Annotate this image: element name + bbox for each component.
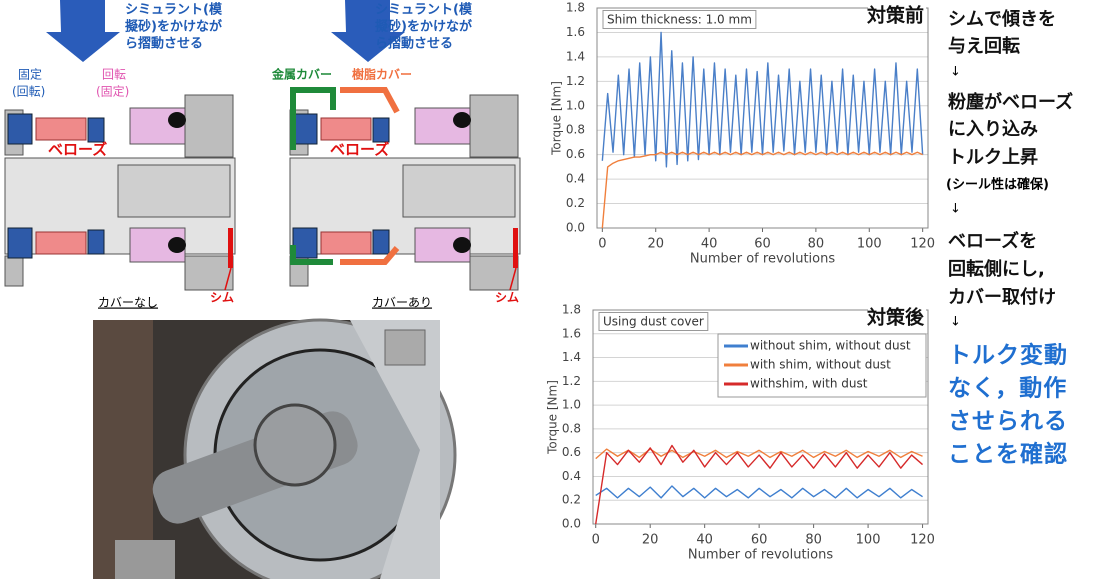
y-tick-label: 0.0: [566, 221, 585, 235]
instruction-line: シミュラント(模: [375, 2, 473, 18]
instruction-line: ら摺動させる: [375, 36, 453, 52]
y-tick-label: 1.4: [566, 49, 585, 63]
y-tick-label: 1.8: [566, 1, 585, 15]
x-tick-label: 100: [857, 237, 882, 252]
y-tick-label: 0.8: [562, 421, 581, 435]
x-tick-label: 20: [642, 533, 659, 548]
photo: [93, 320, 455, 579]
note-line: トルク上昇: [948, 147, 1038, 168]
data-line: [602, 32, 922, 166]
conclusion-line: なく，動作: [948, 376, 1067, 402]
instruction-line: 擬砂)をかけなが: [375, 19, 472, 35]
shim-label: シム: [210, 291, 234, 305]
x-axis-label: Number of revolutions: [690, 252, 835, 267]
x-tick-label: 120: [910, 237, 935, 252]
x-tick-label: 60: [754, 237, 771, 252]
y-tick-label: 1.0: [562, 398, 581, 412]
y-tick-label: 0.0: [562, 517, 581, 531]
x-tick-label: 80: [805, 533, 822, 548]
y-tick-label: 0.8: [566, 123, 585, 137]
conclusion-line: トルク変動: [948, 342, 1068, 369]
chart-title: 対策前: [866, 4, 924, 27]
data-line: [596, 449, 923, 459]
y-tick-label: 1.6: [562, 326, 581, 340]
data-line: [602, 152, 922, 228]
y-tick-label: 1.2: [566, 74, 585, 88]
x-tick-label: 40: [696, 533, 713, 548]
instruction: シミュラント(模 擬砂)をかけなが ら摺動させる シミュラント(模 擬砂)をかけ…: [125, 2, 473, 52]
y-tick-label: 1.4: [562, 350, 581, 364]
fixed-label: 固定: [18, 67, 42, 82]
note-arrow: ↓: [950, 315, 961, 330]
x-axis-label: Number of revolutions: [688, 548, 833, 563]
data-line: [596, 446, 923, 524]
x-tick-label: 80: [808, 237, 825, 252]
y-tick-label: 1.0: [566, 98, 585, 112]
bellows-label: ベローズ: [330, 141, 389, 159]
note-line: シムで傾きを: [948, 8, 1056, 30]
note-line: (シール性は確保): [946, 177, 1049, 193]
notes: シムで傾きを 与え回転 ↓ 粉塵がベローズ に入り込み トルク上昇 (シール性は…: [946, 8, 1073, 468]
x-tick-label: 0: [598, 237, 606, 252]
y-tick-label: 0.4: [566, 172, 585, 186]
x-tick-label: 0: [592, 533, 600, 548]
note-line: に入り込み: [948, 119, 1038, 140]
x-tick-label: 40: [701, 237, 718, 252]
x-tick-label: 120: [910, 533, 935, 548]
conclusion-line: させられる: [948, 409, 1068, 435]
y-tick-label: 1.8: [562, 303, 581, 317]
note-line: 粉塵がベローズ: [948, 91, 1073, 113]
shim-label: シム: [495, 291, 519, 305]
legend-label: withshim, with dust: [750, 377, 868, 391]
y-tick-label: 0.6: [562, 445, 581, 459]
y-tick-label: 0.2: [562, 493, 581, 507]
chart-title: 対策後: [866, 306, 925, 329]
y-tick-label: 1.2: [562, 374, 581, 388]
y-axis-label: Torque [Nm]: [550, 81, 564, 156]
note-line: 回転側にし,: [948, 258, 1045, 280]
y-axis-label: Torque [Nm]: [546, 380, 560, 455]
x-tick-label: 20: [647, 237, 664, 252]
data-line: [596, 486, 923, 498]
note-arrow: ↓: [950, 202, 961, 217]
note-line: ベローズを: [948, 230, 1037, 252]
bellows-label: ベローズ: [48, 141, 107, 159]
legend-label: with shim, without dust: [750, 358, 891, 372]
conclusion-line: ことを確認: [948, 441, 1068, 468]
resin-cover: [340, 90, 397, 112]
metal-cover-label: 金属カバー: [271, 67, 332, 82]
note-line: カバー取付け: [948, 286, 1056, 308]
fixed-label: (回転): [12, 85, 45, 99]
instruction-line: 擬砂)をかけなが: [125, 19, 222, 35]
note-arrow: ↓: [950, 65, 961, 80]
y-tick-label: 0.6: [566, 147, 585, 161]
caption: カバーなし: [98, 296, 158, 310]
resin-cover-label: 樹脂カバー: [352, 67, 412, 82]
instruction-line: シミュラント(模: [125, 2, 223, 18]
y-tick-label: 0.4: [562, 469, 581, 483]
y-tick-label: 0.2: [566, 196, 585, 210]
slide: シミュラント(模 擬砂)をかけなが ら摺動させる シミュラント(模 擬砂)をかけ…: [0, 0, 1116, 579]
instruction-line: ら摺動させる: [125, 36, 203, 52]
legend: without shim, without dust with shim, wit…: [718, 334, 926, 397]
rotating-label: 回転: [102, 68, 126, 82]
caption: カバーあり: [372, 296, 432, 310]
legend-label: without shim, without dust: [750, 339, 911, 353]
x-tick-label: 60: [751, 533, 768, 548]
annotation: Shim thickness: 1.0 mm: [607, 13, 752, 27]
y-tick-label: 1.6: [566, 25, 585, 39]
annotation: Using dust cover: [603, 315, 704, 329]
note-line: 与え回転: [948, 35, 1020, 57]
x-tick-label: 100: [856, 533, 881, 548]
rotating-label: (固定): [96, 84, 129, 99]
